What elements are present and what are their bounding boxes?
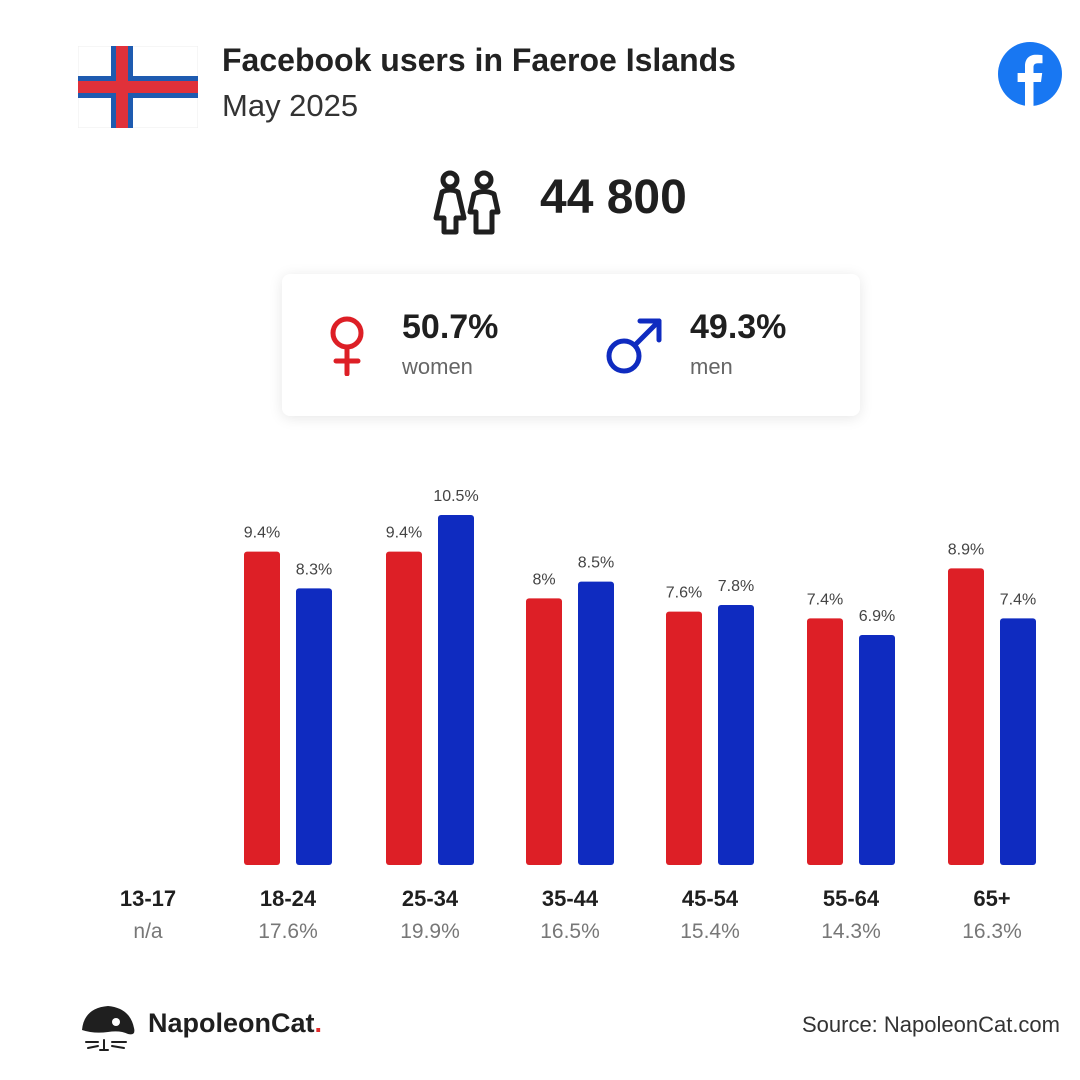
category-label-45-54: 45-54 [682,886,739,911]
data-label-men-25-34: 10.5% [433,488,478,505]
brand-text: NapoleonCat [148,1008,315,1038]
napoleoncat-logo-icon [82,1006,135,1051]
data-label-women-55-64: 7.4% [807,591,843,608]
gender-split-card: 50.7% women 49.3% men [282,274,860,416]
data-label-women-65+: 8.9% [948,541,984,558]
data-label-women-45-54: 7.6% [666,585,702,602]
bar-men-65+ [1000,618,1036,865]
category-label-65+: 65+ [973,886,1010,911]
bar-women-25-34 [386,551,422,865]
total-users-value: 44 800 [540,171,687,224]
data-label-men-35-44: 8.5% [578,555,614,572]
faroe-islands-flag-icon [78,46,198,128]
data-label-women-18-24: 9.4% [244,525,280,542]
female-symbol-icon [330,316,364,376]
men-percentage: 49.3% [690,308,787,346]
bar-men-55-64 [859,635,895,865]
category-label-18-24: 18-24 [260,886,317,911]
group-total-35-44: 16.5% [540,920,600,943]
category-label-35-44: 35-44 [542,886,599,911]
group-total-65+: 16.3% [962,920,1022,943]
bar-men-18-24 [296,588,332,865]
group-total-25-34: 19.9% [400,920,460,943]
page-title: Facebook users in Faeroe Islands [222,42,736,78]
data-label-women-35-44: 8% [532,571,555,588]
men-label: men [690,354,733,379]
category-label-55-64: 55-64 [823,886,880,911]
group-total-45-54: 15.4% [680,920,740,943]
page-subtitle: May 2025 [222,88,359,123]
bar-women-55-64 [807,618,843,865]
bar-men-35-44 [578,581,614,865]
source-text: Source: NapoleonCat.com [801,1012,1060,1037]
women-percentage: 50.7% [402,308,499,346]
male-symbol-icon [606,318,662,374]
group-total-18-24: 17.6% [258,920,318,943]
users-icon [433,170,501,235]
age-gender-bar-chart: 13-17 n/a 9.4% 8.3% 18-24 17.6% 9.4% 10.5% 25-34… [120,488,1036,943]
bar-women-45-54 [666,611,702,865]
data-label-women-25-34: 9.4% [386,525,422,542]
category-label-25-34: 25-34 [402,886,459,911]
data-label-men-65+: 7.4% [1000,591,1036,608]
data-label-men-45-54: 7.8% [718,578,754,595]
bar-men-45-54 [718,605,754,865]
bar-women-35-44 [526,598,562,865]
women-label: women [402,354,473,379]
data-label-men-55-64: 6.9% [859,608,895,625]
category-label-13-17: 13-17 [120,886,176,911]
brand-dot: . [314,1008,323,1038]
facebook-icon [998,42,1062,106]
group-total-55-64: 14.3% [821,920,881,943]
bar-men-25-34 [438,515,474,865]
bar-women-18-24 [244,551,280,865]
brand-name: NapoleonCat. [148,1008,322,1039]
data-label-men-18-24: 8.3% [296,561,332,578]
bar-women-65+ [948,568,984,865]
group-total-13-17: n/a [133,920,163,943]
